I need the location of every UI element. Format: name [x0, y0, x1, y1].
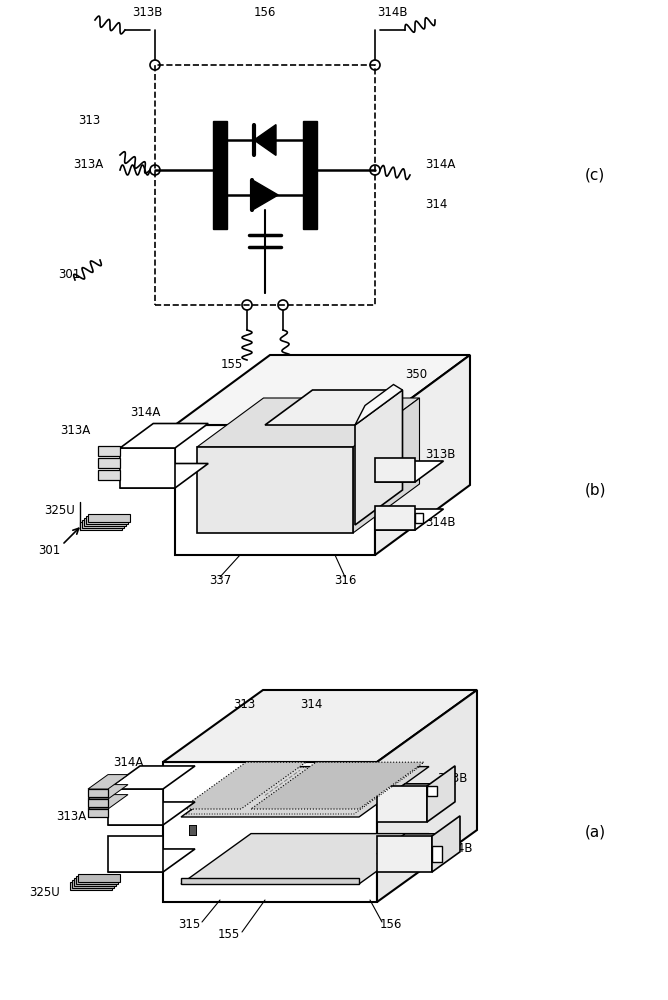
- Polygon shape: [181, 767, 429, 817]
- Text: (a): (a): [584, 824, 606, 840]
- Polygon shape: [108, 789, 163, 825]
- Bar: [76, 876, 118, 884]
- Polygon shape: [181, 878, 359, 884]
- Polygon shape: [377, 834, 460, 854]
- Text: 301: 301: [57, 268, 80, 282]
- Bar: [88, 789, 108, 797]
- Bar: [74, 878, 116, 886]
- Polygon shape: [375, 458, 415, 482]
- Bar: [189, 825, 196, 835]
- Text: 325U: 325U: [29, 886, 60, 898]
- Bar: [82, 520, 124, 528]
- Polygon shape: [197, 447, 353, 533]
- Text: 313B: 313B: [425, 448, 456, 462]
- Polygon shape: [181, 762, 306, 809]
- Polygon shape: [88, 785, 128, 799]
- Polygon shape: [377, 690, 477, 902]
- Polygon shape: [88, 775, 128, 789]
- Bar: [86, 516, 128, 524]
- Bar: [213, 121, 227, 229]
- Polygon shape: [108, 849, 195, 872]
- Text: 313: 313: [232, 698, 255, 710]
- Polygon shape: [163, 690, 477, 762]
- Text: (c): (c): [585, 167, 605, 182]
- Text: 313A: 313A: [59, 424, 90, 436]
- Polygon shape: [120, 448, 175, 488]
- Polygon shape: [432, 846, 442, 862]
- Text: 314B: 314B: [442, 842, 472, 856]
- Polygon shape: [265, 390, 403, 425]
- Polygon shape: [175, 355, 470, 425]
- Text: 314B: 314B: [377, 6, 407, 19]
- Bar: [88, 799, 108, 807]
- Bar: [98, 470, 120, 480]
- Bar: [98, 446, 120, 456]
- Text: 314A: 314A: [425, 158, 456, 172]
- Text: 156: 156: [380, 918, 402, 930]
- Text: 314B: 314B: [425, 516, 456, 530]
- Polygon shape: [163, 762, 377, 902]
- Bar: [84, 518, 126, 526]
- Text: 313: 313: [77, 113, 100, 126]
- Bar: [415, 513, 423, 523]
- Text: 315: 315: [178, 918, 200, 930]
- Text: 301: 301: [38, 544, 60, 556]
- Text: 155: 155: [218, 928, 240, 940]
- Polygon shape: [375, 461, 444, 482]
- Bar: [78, 874, 120, 882]
- Polygon shape: [120, 424, 208, 448]
- Polygon shape: [252, 180, 278, 210]
- Polygon shape: [375, 355, 470, 555]
- Polygon shape: [427, 786, 437, 796]
- Text: 313A: 313A: [55, 810, 86, 822]
- Bar: [98, 458, 120, 468]
- Text: 314A: 314A: [130, 406, 160, 420]
- Polygon shape: [120, 464, 208, 488]
- Polygon shape: [175, 425, 375, 555]
- Polygon shape: [353, 398, 420, 533]
- Polygon shape: [377, 784, 455, 804]
- Polygon shape: [251, 762, 424, 809]
- Polygon shape: [108, 766, 195, 789]
- Polygon shape: [181, 834, 429, 884]
- Text: 337: 337: [209, 574, 231, 586]
- Polygon shape: [377, 836, 432, 872]
- Text: 314: 314: [425, 198, 448, 212]
- Text: 325U: 325U: [273, 373, 304, 386]
- Bar: [72, 880, 114, 888]
- Polygon shape: [427, 766, 455, 822]
- Text: 156: 156: [254, 6, 276, 19]
- Bar: [303, 121, 317, 229]
- Polygon shape: [108, 836, 163, 872]
- Text: 313A: 313A: [73, 158, 103, 172]
- Text: 314A: 314A: [113, 756, 144, 768]
- Text: 316: 316: [334, 574, 356, 586]
- Text: (b): (b): [584, 483, 606, 497]
- Polygon shape: [197, 398, 420, 447]
- Bar: [189, 825, 196, 835]
- Polygon shape: [355, 384, 403, 425]
- Text: 313B: 313B: [437, 772, 468, 786]
- Bar: [189, 825, 196, 835]
- Polygon shape: [254, 125, 276, 155]
- Text: 325U: 325U: [44, 504, 75, 516]
- Polygon shape: [375, 509, 444, 530]
- Polygon shape: [375, 506, 415, 530]
- Polygon shape: [88, 795, 128, 809]
- Bar: [88, 809, 108, 817]
- Text: 155: 155: [220, 359, 243, 371]
- Polygon shape: [355, 390, 403, 525]
- Bar: [70, 882, 112, 890]
- Text: 314: 314: [300, 698, 323, 710]
- Polygon shape: [108, 802, 195, 825]
- Text: 313B: 313B: [133, 6, 163, 19]
- Text: 350: 350: [405, 368, 427, 381]
- Bar: [88, 514, 130, 522]
- Bar: [80, 522, 122, 530]
- Polygon shape: [432, 816, 460, 872]
- Polygon shape: [377, 786, 427, 822]
